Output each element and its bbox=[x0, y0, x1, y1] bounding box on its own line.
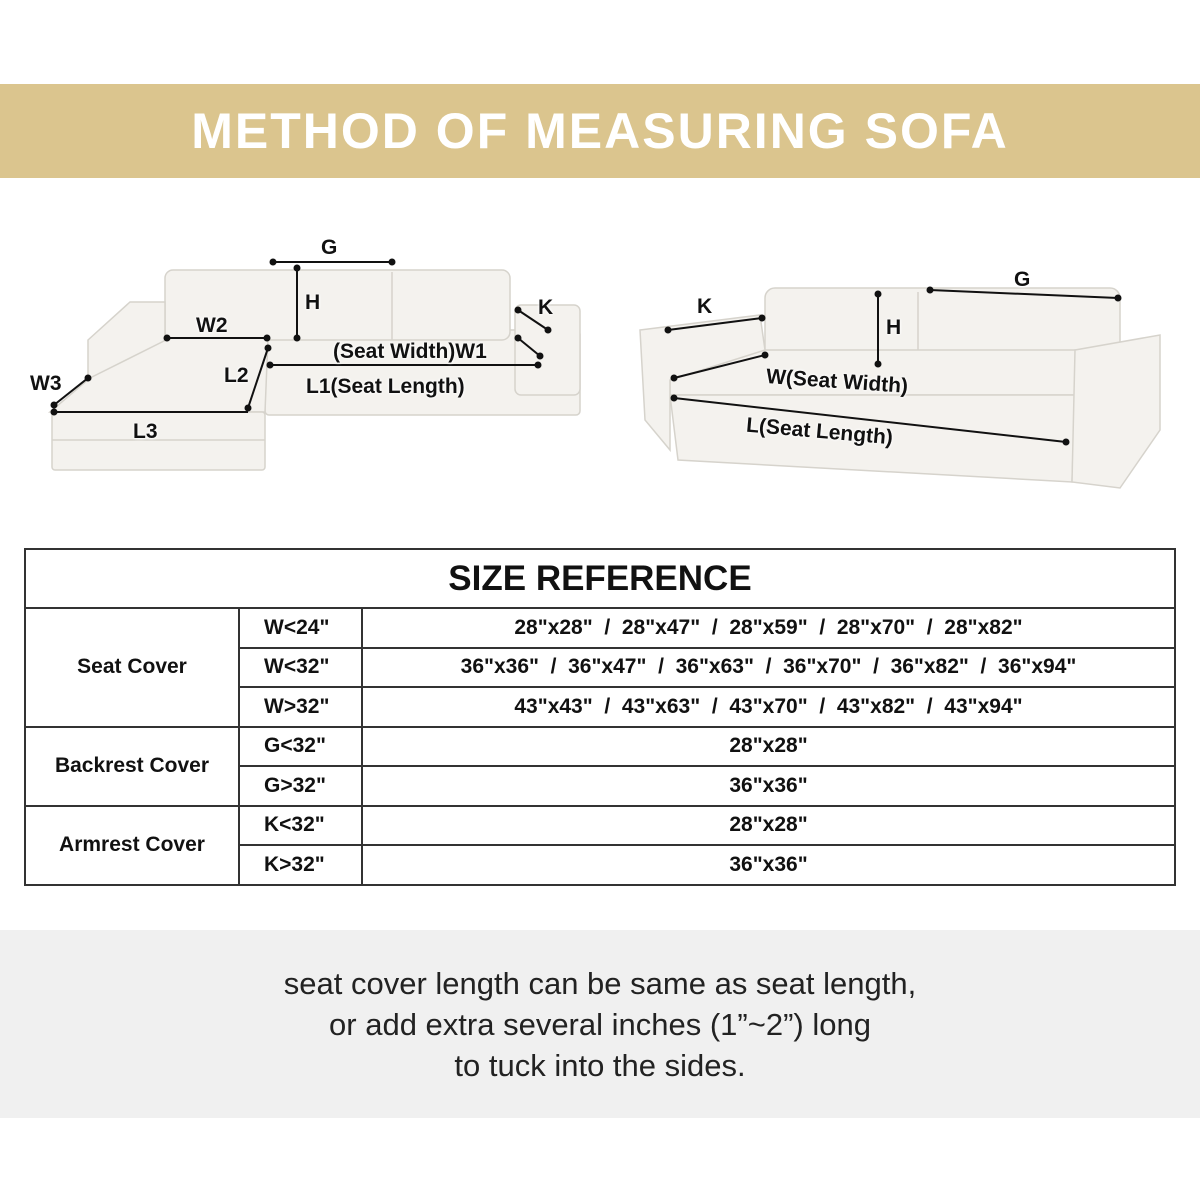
note-line: seat cover length can be same as seat le… bbox=[283, 965, 917, 1001]
sizes-cell: 36"x36" bbox=[361, 765, 1176, 807]
label-h: H bbox=[305, 291, 321, 314]
category-cell: Seat Cover bbox=[24, 607, 240, 728]
label-k: K bbox=[538, 296, 554, 319]
category-cell: Armrest Cover bbox=[24, 804, 240, 886]
table-row: K>32" 36"x36" bbox=[25, 844, 1176, 886]
label-sofa-k: K bbox=[697, 295, 713, 318]
page-title: METHOD OF MEASURING SOFA bbox=[191, 103, 1009, 159]
table-row: Armrest Cover K<32" 28"x28" bbox=[24, 804, 1176, 886]
sizes-cell: 28"x28" bbox=[361, 804, 1176, 846]
label-w2: W2 bbox=[196, 314, 228, 337]
table-title: SIZE REFERENCE bbox=[24, 548, 1176, 609]
sofa-illustrations bbox=[47, 258, 1161, 489]
condition-cell: G<32" bbox=[238, 725, 363, 767]
table-row: Backrest Cover G<32" 28"x28" bbox=[24, 725, 1176, 807]
label-g: G bbox=[321, 236, 338, 259]
table-row: Seat Cover W<24" 28"x28" / 28"x47" / 28"x5… bbox=[24, 607, 1176, 728]
header-banner: METHOD OF MEASURING SOFA bbox=[0, 84, 1200, 178]
condition-cell: W<24" bbox=[238, 607, 363, 649]
table-row: W>32" 43"x43" / 43"x63" / 43"x70" / 43"x8… bbox=[25, 686, 1176, 728]
label-l3: L3 bbox=[133, 420, 158, 443]
sizes-cell: 43"x43" / 43"x63" / 43"x70" / 43"x82" / … bbox=[361, 686, 1176, 728]
sizes-cell: 28"x28" bbox=[361, 725, 1176, 767]
condition-cell: K<32" bbox=[238, 804, 363, 846]
condition-cell: G>32" bbox=[238, 765, 363, 807]
measurement-points bbox=[50, 258, 1122, 446]
label-sofa-g: G bbox=[1014, 268, 1031, 291]
condition-cell: W<32" bbox=[238, 646, 363, 688]
note-line: to tuck into the sides. bbox=[454, 1047, 746, 1083]
label-l2: L2 bbox=[224, 364, 249, 387]
note-box: seat cover length can be same as seat le… bbox=[0, 930, 1200, 1118]
measurement-lines bbox=[53, 261, 1119, 443]
measuring-diagrams: G H K W2 (Seat Width)W1 L2 L1(Seat Lengt… bbox=[0, 0, 1200, 520]
note-line: or add extra several inches (1”~2”) long bbox=[329, 1006, 871, 1042]
table-row: W<32" 36"x36" / 36"x47" / 36"x63" / 36"x7… bbox=[25, 646, 1176, 688]
label-w3: W3 bbox=[30, 372, 62, 395]
size-reference-table: SIZE REFERENCE Seat Cover W<24" 28"x28" / … bbox=[24, 548, 1176, 886]
label-l1: L1(Seat Length) bbox=[306, 375, 465, 398]
condition-cell: W>32" bbox=[238, 686, 363, 728]
label-w1: (Seat Width)W1 bbox=[333, 340, 487, 363]
table-row: G>32" 36"x36" bbox=[25, 765, 1176, 807]
condition-cell: K>32" bbox=[238, 844, 363, 886]
sizes-cell: 36"x36" bbox=[361, 844, 1176, 886]
label-sofa-h: H bbox=[886, 316, 902, 339]
sizes-cell: 28"x28" / 28"x47" / 28"x59" / 28"x70" / … bbox=[361, 607, 1176, 649]
category-cell: Backrest Cover bbox=[24, 725, 240, 807]
sizes-cell: 36"x36" / 36"x47" / 36"x63" / 36"x70" / … bbox=[361, 646, 1176, 688]
